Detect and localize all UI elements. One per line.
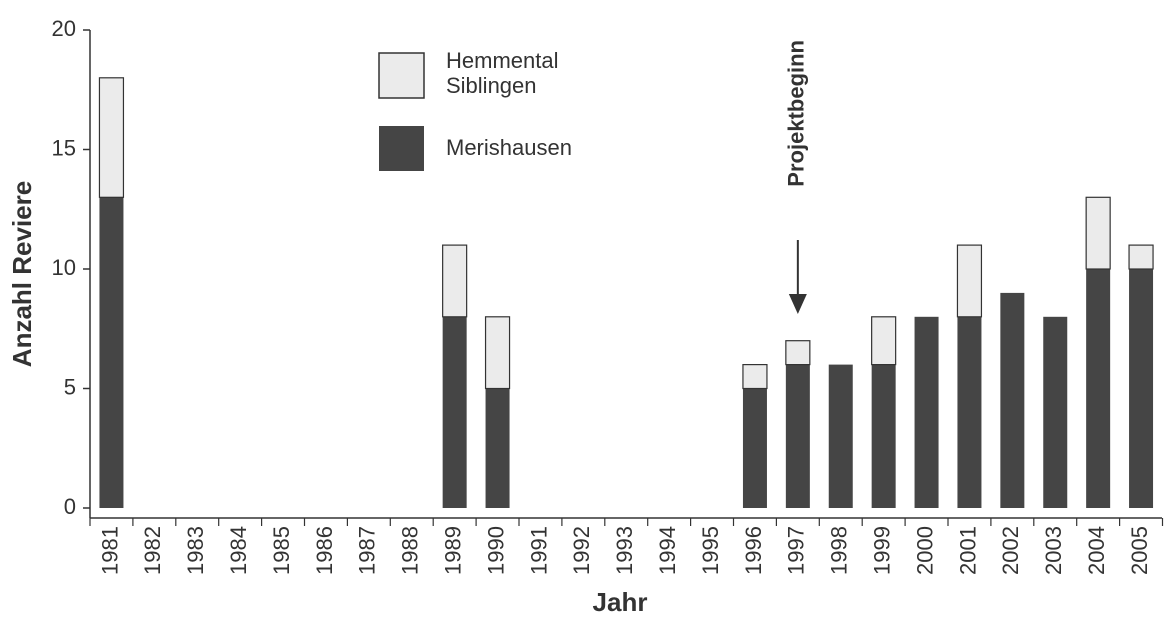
x-tick-label: 2001 [955, 526, 980, 575]
bar [829, 365, 853, 508]
x-tick-label: 1993 [612, 526, 637, 575]
legend-label: Merishausen [446, 135, 596, 160]
x-tick-label: 1992 [569, 526, 594, 575]
bar [786, 365, 810, 508]
annotation: Projektbeginn [784, 40, 809, 187]
bar [872, 365, 896, 508]
x-tick-label: 1998 [827, 526, 852, 575]
bar [1086, 197, 1110, 269]
x-tick-label: 1984 [226, 526, 251, 575]
y-tick-label: 10 [52, 255, 76, 280]
x-tick-label: 1991 [526, 526, 551, 575]
x-tick-label: 1983 [183, 526, 208, 575]
legend-swatch [379, 126, 424, 171]
bar [443, 245, 467, 317]
x-tick-label: 1996 [741, 526, 766, 575]
y-tick-label: 20 [52, 16, 76, 41]
bar [743, 365, 767, 389]
bar [1129, 269, 1153, 508]
x-tick-label: 1981 [97, 526, 122, 575]
bar [1086, 269, 1110, 508]
bar [443, 317, 467, 508]
bar [743, 389, 767, 509]
bar [957, 245, 981, 317]
bar [99, 78, 123, 198]
legend-label: Hemmental Siblingen [446, 48, 596, 98]
bar [957, 317, 981, 508]
x-tick-label: 1999 [869, 526, 894, 575]
y-tick-label: 0 [64, 494, 76, 519]
x-tick-label: 1982 [140, 526, 165, 575]
legend-swatch [379, 53, 424, 98]
bar [915, 317, 939, 508]
x-tick-label: 1989 [440, 526, 465, 575]
x-tick-label: 2000 [912, 526, 937, 575]
annotation-arrowhead [789, 294, 807, 314]
bar [99, 197, 123, 508]
x-tick-label: 1997 [784, 526, 809, 575]
x-tick-label: 2003 [1041, 526, 1066, 575]
x-tick-label: 2005 [1127, 526, 1152, 575]
bar [1043, 317, 1067, 508]
y-axis-label: Anzahl Reviere [7, 181, 37, 367]
x-tick-label: 1995 [698, 526, 723, 575]
x-tick-label: 1990 [483, 526, 508, 575]
bar [872, 317, 896, 365]
x-tick-label: 1988 [398, 526, 423, 575]
y-tick-label: 5 [64, 374, 76, 399]
x-tick-label: 1994 [655, 526, 680, 575]
bar [486, 389, 510, 509]
bar [1129, 245, 1153, 269]
x-tick-label: 1986 [312, 526, 337, 575]
x-tick-label: 2004 [1084, 526, 1109, 575]
bar [1000, 293, 1024, 508]
page: Anzahl Reviere Jahr 0 5 10 15 20 1981 1982 1983… [0, 0, 1164, 618]
bar [486, 317, 510, 389]
y-tick-label: 15 [52, 135, 76, 160]
x-tick-label: 1985 [269, 526, 294, 575]
x-tick-label: 2002 [998, 526, 1023, 575]
x-axis-label: Jahr [593, 587, 648, 617]
bar [786, 341, 810, 365]
x-tick-label: 1987 [355, 526, 380, 575]
